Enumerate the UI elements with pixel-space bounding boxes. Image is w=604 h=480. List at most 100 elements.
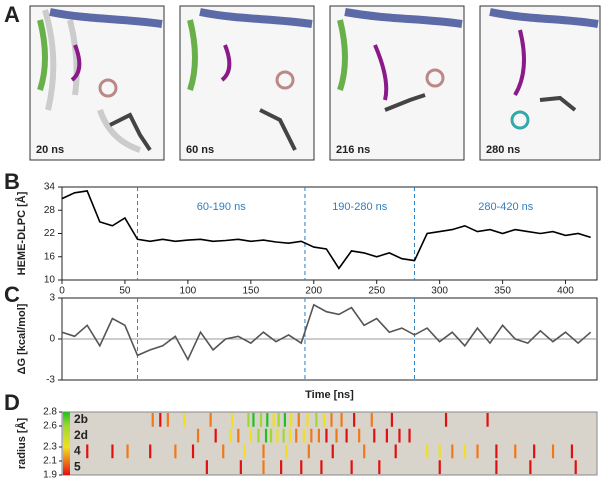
event	[196, 428, 200, 443]
event	[353, 413, 356, 427]
event	[363, 444, 366, 459]
event	[283, 413, 287, 427]
event	[302, 428, 305, 443]
event	[385, 428, 388, 443]
event	[288, 428, 292, 443]
annotation: 60-190 ns	[197, 201, 246, 213]
event	[264, 428, 268, 443]
event	[295, 428, 298, 443]
y-tick-label: 0	[49, 334, 55, 345]
event	[310, 428, 313, 443]
snapshot-label: 280 ns	[486, 144, 520, 156]
snapshot	[179, 5, 315, 161]
event	[280, 460, 283, 474]
event	[394, 444, 397, 459]
event	[574, 460, 577, 474]
snapshot-images	[29, 5, 601, 161]
event	[272, 413, 275, 427]
event	[463, 444, 467, 459]
colorbar-tick-label: 2.3	[43, 442, 57, 453]
event	[151, 413, 154, 427]
event	[533, 444, 536, 459]
row-label: 2b	[74, 412, 88, 426]
snapshot	[329, 5, 465, 161]
event	[262, 444, 265, 459]
plot-background	[61, 411, 598, 476]
event	[495, 460, 498, 474]
event	[495, 444, 498, 459]
event	[126, 444, 129, 459]
y-axis-label: HEME-DLPC [Å]	[15, 191, 28, 275]
event	[237, 428, 240, 443]
event	[111, 444, 114, 459]
event	[239, 460, 242, 474]
snapshot-label: 60 ns	[186, 144, 214, 156]
event	[373, 428, 376, 443]
snapshot	[29, 5, 165, 161]
y-tick-label: 22	[44, 228, 56, 239]
event	[297, 413, 300, 427]
panel-label: B	[4, 169, 20, 194]
event	[149, 444, 152, 459]
colorbar-tick-label: 2.8	[43, 407, 57, 418]
annotation: 280-420 ns	[478, 201, 534, 213]
event	[330, 413, 333, 427]
event	[358, 428, 361, 443]
x-tick-label: 250	[368, 286, 385, 297]
event	[230, 413, 234, 427]
event	[322, 413, 326, 427]
event	[370, 413, 373, 427]
event	[444, 413, 448, 427]
colorbar-tick-label: 2.6	[43, 421, 57, 432]
event	[306, 413, 309, 427]
y-tick-label: 34	[44, 182, 56, 193]
event	[514, 444, 517, 459]
event	[325, 428, 328, 443]
event	[276, 428, 279, 443]
event	[340, 413, 343, 427]
event	[282, 428, 285, 443]
event	[262, 460, 265, 474]
y-tick-label: 28	[44, 205, 56, 216]
event	[214, 428, 217, 443]
y-tick-label: 10	[44, 275, 56, 286]
panel-label: C	[4, 282, 20, 307]
x-tick-label: 0	[59, 286, 65, 297]
colorbar	[63, 412, 70, 475]
event	[222, 444, 225, 459]
event	[205, 460, 208, 474]
event	[249, 428, 253, 443]
event	[159, 413, 162, 427]
x-tick-label: 300	[431, 286, 448, 297]
panel-label: D	[4, 390, 20, 415]
x-tick-label: 350	[494, 286, 511, 297]
event	[438, 460, 441, 474]
event	[191, 444, 195, 459]
event	[438, 444, 441, 459]
event	[529, 460, 532, 474]
event	[390, 413, 394, 427]
event	[290, 413, 293, 427]
x-tick-label: 150	[242, 286, 259, 297]
snapshot	[479, 5, 601, 161]
event	[183, 413, 186, 427]
x-axis-label: Time [ns]	[305, 389, 354, 401]
event	[285, 444, 288, 459]
event	[269, 428, 273, 443]
row-label: 2d	[74, 428, 88, 442]
event	[307, 444, 310, 459]
event	[243, 444, 246, 459]
event	[257, 428, 260, 443]
y-tick-label: -3	[46, 375, 55, 386]
event	[378, 460, 381, 474]
event	[451, 444, 454, 459]
event	[247, 413, 250, 427]
event	[300, 460, 303, 474]
colorbar-tick-label: 2.1	[43, 456, 57, 467]
event	[166, 413, 169, 427]
event	[277, 413, 280, 427]
event	[486, 413, 489, 427]
event	[345, 428, 348, 443]
x-tick-label: 200	[305, 286, 322, 297]
event	[426, 444, 429, 459]
